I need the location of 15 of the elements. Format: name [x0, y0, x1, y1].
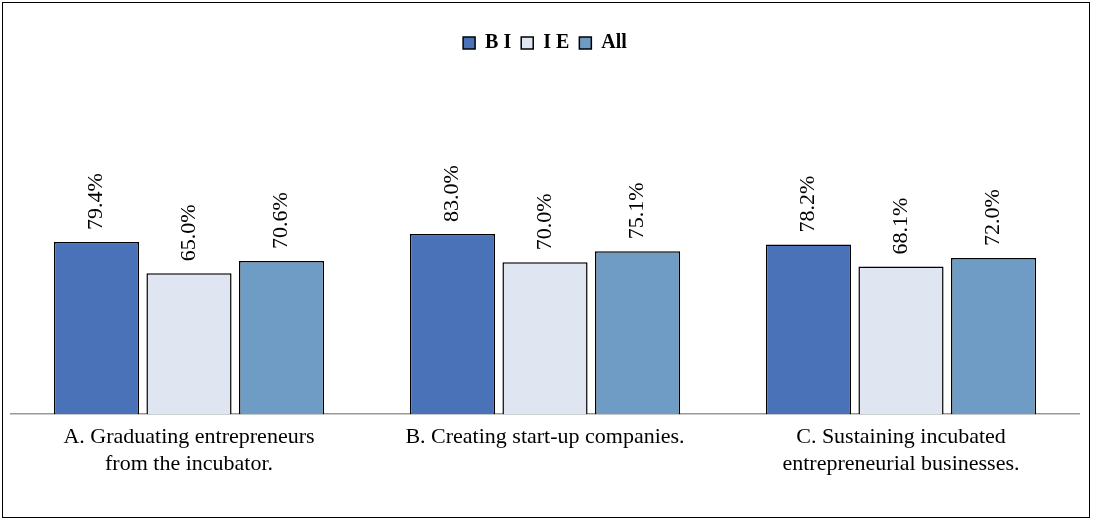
- data-label: 65.0%: [174, 204, 200, 262]
- data-label: 78.2%: [794, 175, 820, 233]
- x-tick-label: C. Sustaining incubated entrepreneurial businesses.: [782, 423, 1020, 475]
- data-label: 72.0%: [979, 189, 1005, 246]
- legend-label: B I: [485, 30, 512, 53]
- x-tick-label: B. Creating start-up companies.: [405, 423, 685, 449]
- data-label: 75.1%: [623, 182, 649, 240]
- x-tick-label: A. Graduating entrepreneurs from the incubator.: [63, 423, 315, 475]
- data-label: 68.1%: [886, 197, 912, 255]
- data-label: 79.4%: [82, 173, 108, 230]
- data-label: 70.6%: [267, 192, 293, 249]
- legend-label: All: [601, 30, 628, 53]
- legend-label: I E: [543, 30, 570, 53]
- data-label: 83.0%: [438, 165, 464, 223]
- data-label: 70.0%: [530, 193, 556, 251]
